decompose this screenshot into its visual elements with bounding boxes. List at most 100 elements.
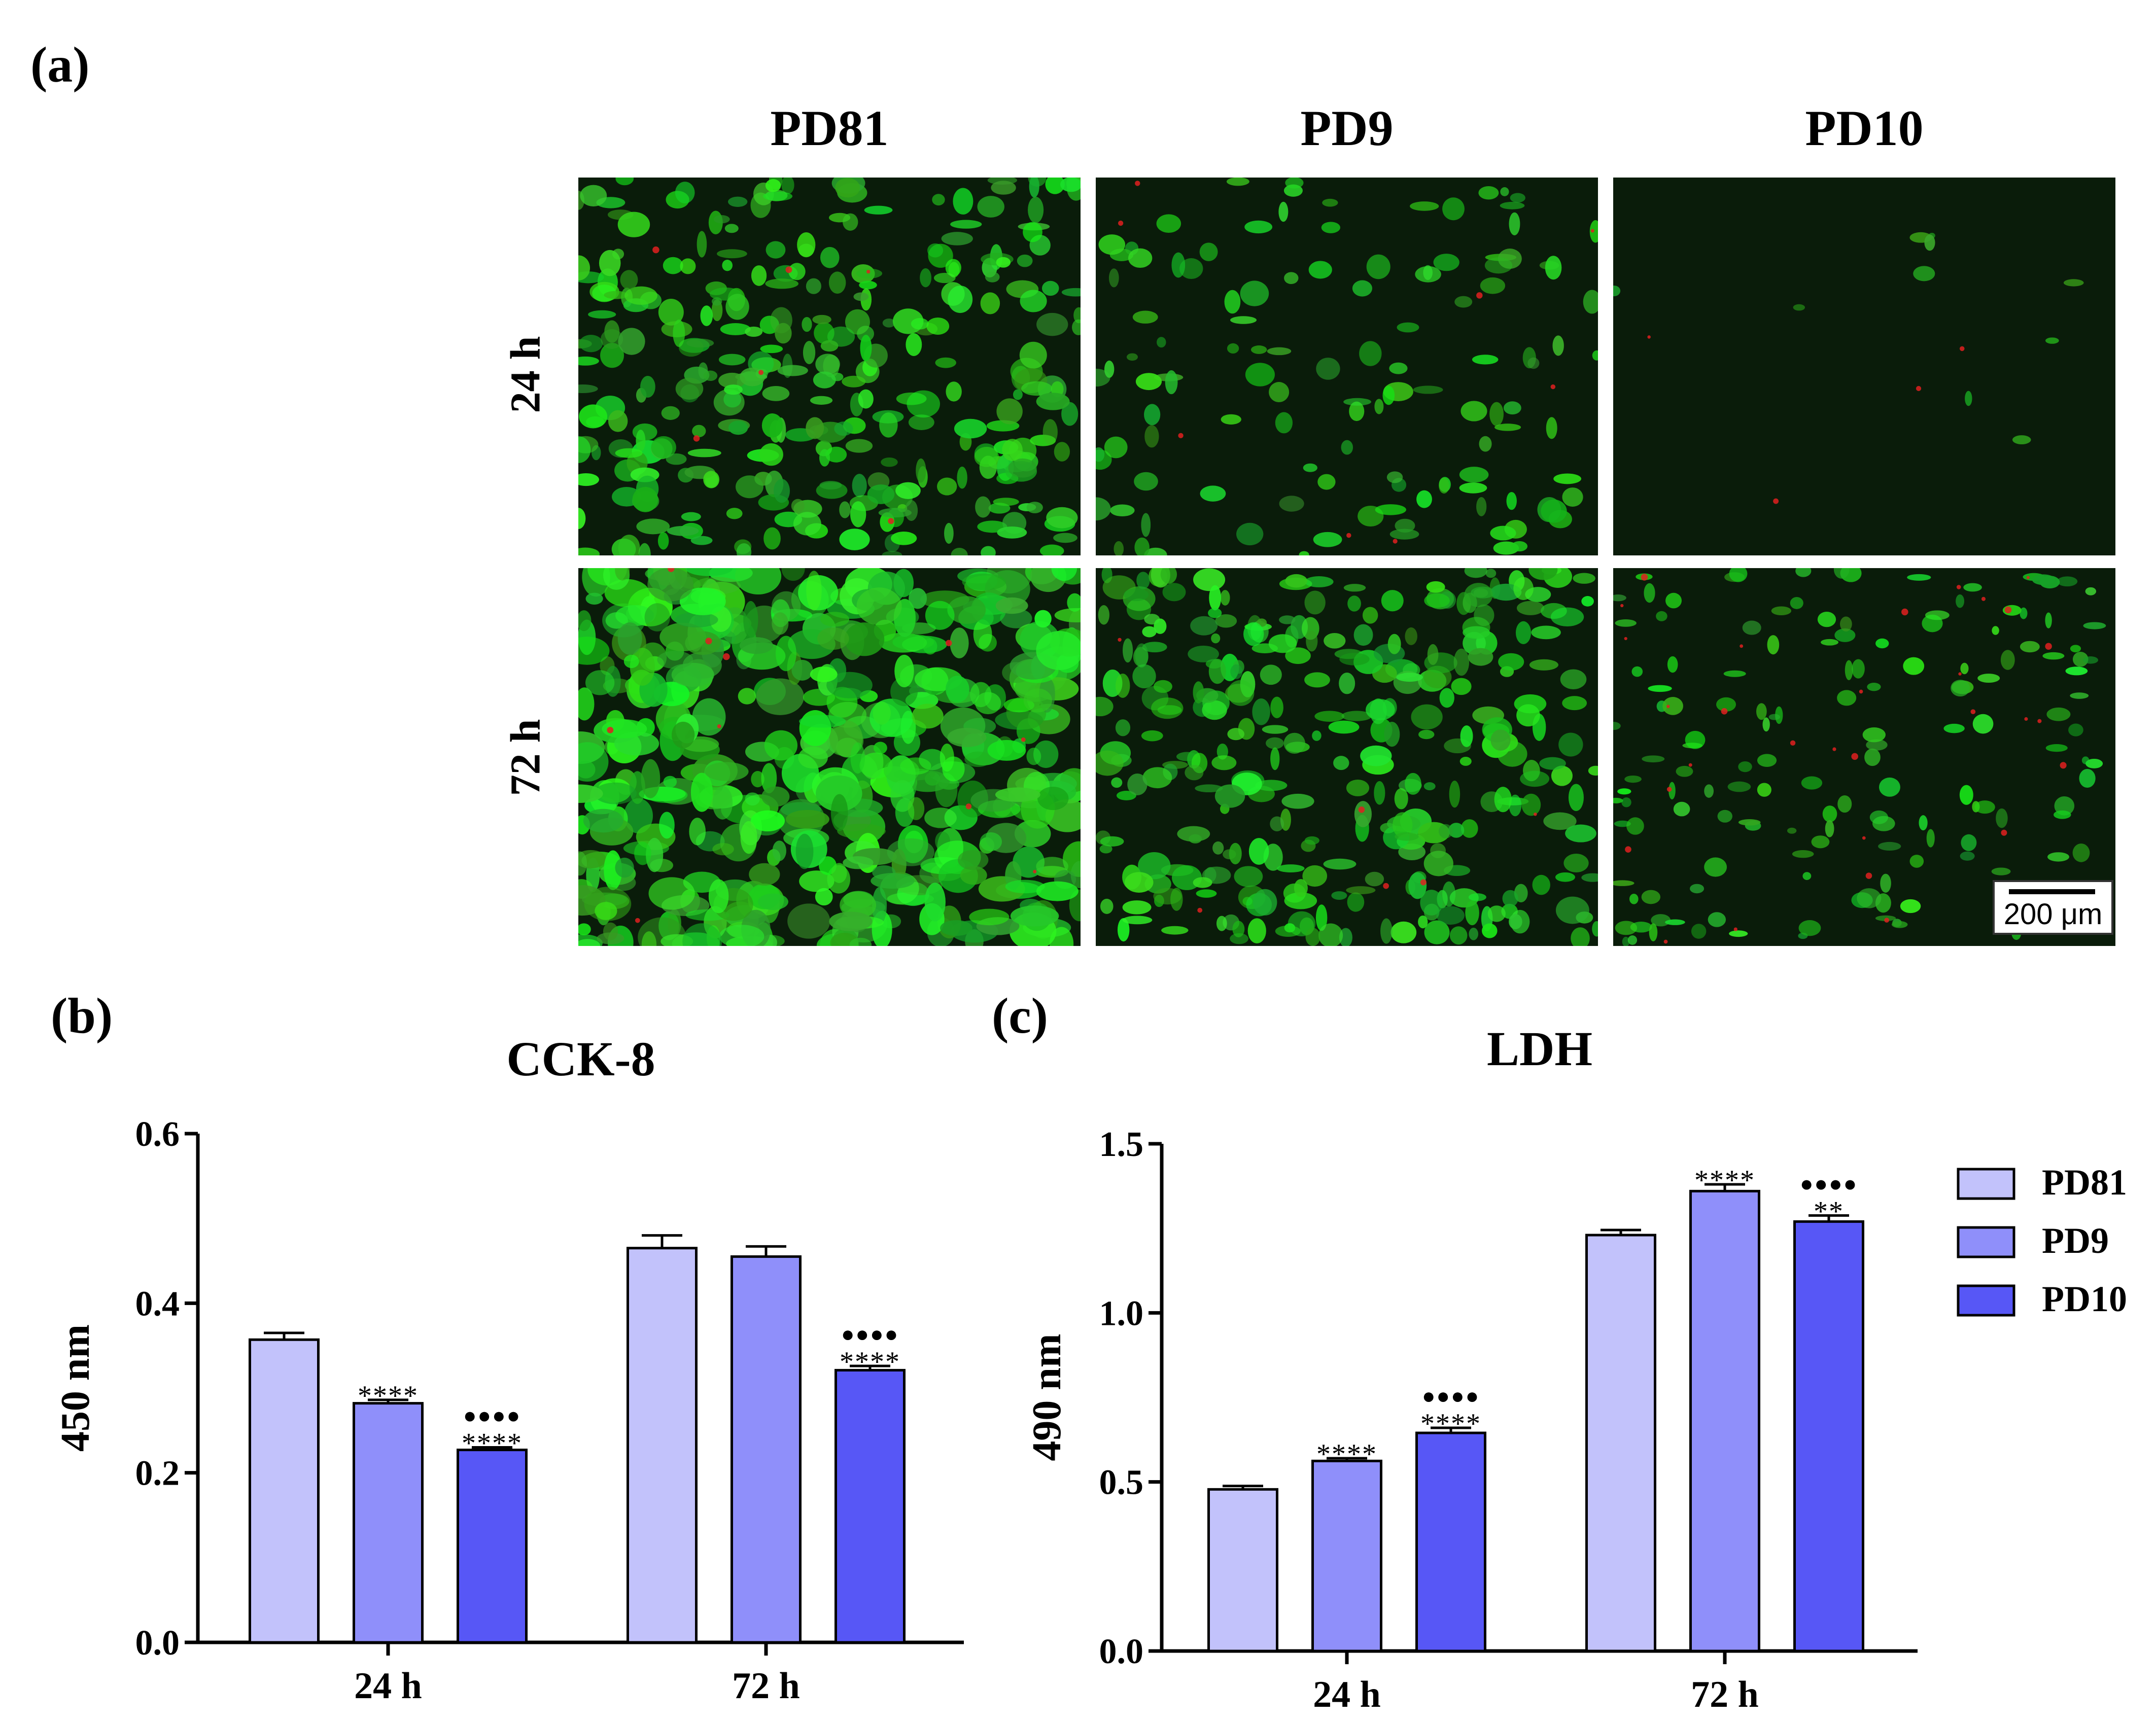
micrograph-pd9-24h (1096, 178, 1598, 555)
dead-cell (1773, 498, 1779, 504)
live-cell (1269, 382, 1290, 403)
live-cell (1116, 674, 1130, 698)
live-cell (1459, 482, 1487, 494)
live-cell (1099, 844, 1112, 854)
live-cell (1017, 254, 1033, 267)
live-cell (763, 191, 793, 201)
live-cell (1520, 770, 1550, 787)
live-cell (2072, 651, 2089, 667)
live-cell (1673, 801, 1690, 817)
live-cell (636, 430, 646, 452)
legend-label: PD81 (2042, 1162, 2127, 1203)
live-cell (813, 371, 836, 389)
live-cell (879, 412, 898, 438)
y-tick-label: 0.2 (135, 1454, 180, 1493)
live-cell (1354, 801, 1372, 827)
live-cell (1343, 584, 1366, 592)
live-cell (604, 291, 629, 299)
live-cell (1132, 664, 1156, 689)
live-cell (2045, 612, 2052, 628)
live-cell (964, 751, 992, 767)
live-cell (1232, 921, 1245, 937)
live-cell (2046, 707, 2071, 721)
live-cell (1959, 785, 1973, 805)
dead-cell (2045, 643, 2052, 650)
live-cell (1331, 891, 1347, 900)
live-cell (1951, 680, 1970, 697)
dead-cell (1733, 927, 1737, 931)
significance-dots: ●●●● (841, 1322, 899, 1347)
live-cell (1436, 906, 1465, 925)
live-cell (1418, 729, 1435, 740)
live-cell (1096, 497, 1111, 521)
live-cell (1840, 616, 1852, 631)
live-cell (1195, 784, 1223, 793)
live-cell (1224, 290, 1241, 314)
live-cell (837, 824, 886, 839)
live-cell (1798, 920, 1821, 936)
live-cell (1460, 819, 1478, 838)
live-cell (1142, 626, 1157, 638)
legend-swatch (1957, 1284, 2015, 1317)
live-cell (1553, 473, 1582, 484)
significance-dots: ●●●● (1422, 1384, 1480, 1409)
live-cell (1515, 621, 1532, 645)
live-cell (1821, 639, 1839, 646)
live-cell (1396, 673, 1423, 682)
live-cell (578, 687, 595, 721)
live-cell (1516, 704, 1540, 727)
bar (1793, 1220, 1864, 1653)
bar (834, 1368, 906, 1644)
live-cell (1135, 643, 1149, 668)
live-cell (1485, 569, 1497, 578)
live-cell (675, 377, 704, 400)
micrograph-pd81-72h (578, 568, 1081, 946)
live-cell (1308, 261, 1332, 279)
live-cell (1189, 834, 1202, 844)
live-cell (1284, 892, 1317, 909)
dead-cell (1688, 763, 1692, 767)
live-cell (1236, 522, 1264, 546)
live-cell (995, 597, 1028, 614)
live-cell (951, 548, 968, 555)
bar (1585, 1234, 1656, 1653)
live-cell (853, 292, 869, 301)
live-cell (1629, 894, 1639, 904)
live-cell (1060, 178, 1081, 192)
live-cell (1494, 787, 1512, 813)
live-cell (920, 268, 932, 288)
live-cell (615, 178, 634, 186)
live-cell (640, 376, 655, 398)
live-cell (1448, 823, 1465, 838)
live-cell (1866, 739, 1888, 751)
live-cell (1347, 595, 1361, 612)
live-cell (1738, 819, 1761, 826)
live-cell (1613, 797, 1623, 803)
dead-cell (1851, 753, 1858, 760)
live-cell (1343, 398, 1371, 406)
live-cell (1408, 872, 1427, 899)
live-cell (1328, 720, 1360, 734)
live-cell (1161, 926, 1189, 935)
dead-cell (1790, 740, 1796, 746)
panel-label-a: (a) (30, 37, 90, 93)
live-cell (1627, 935, 1638, 945)
live-cell (1209, 585, 1222, 611)
live-cell (1621, 797, 1631, 807)
live-cell (1352, 280, 1373, 297)
live-cell (1279, 496, 1304, 512)
bar (457, 1449, 528, 1644)
live-cell (1411, 704, 1443, 730)
live-cell (1229, 842, 1242, 865)
live-cell (892, 634, 934, 650)
live-cell (1285, 574, 1308, 588)
live-cell (1154, 618, 1167, 634)
live-cell (944, 522, 954, 544)
column-title-pd81: PD81 (770, 100, 889, 156)
micrograph-background (1096, 178, 1598, 555)
live-cell (1571, 927, 1590, 946)
live-cell (1193, 877, 1212, 888)
live-cell (1565, 824, 1596, 842)
live-cell (1285, 178, 1304, 189)
live-cell (1132, 310, 1158, 324)
